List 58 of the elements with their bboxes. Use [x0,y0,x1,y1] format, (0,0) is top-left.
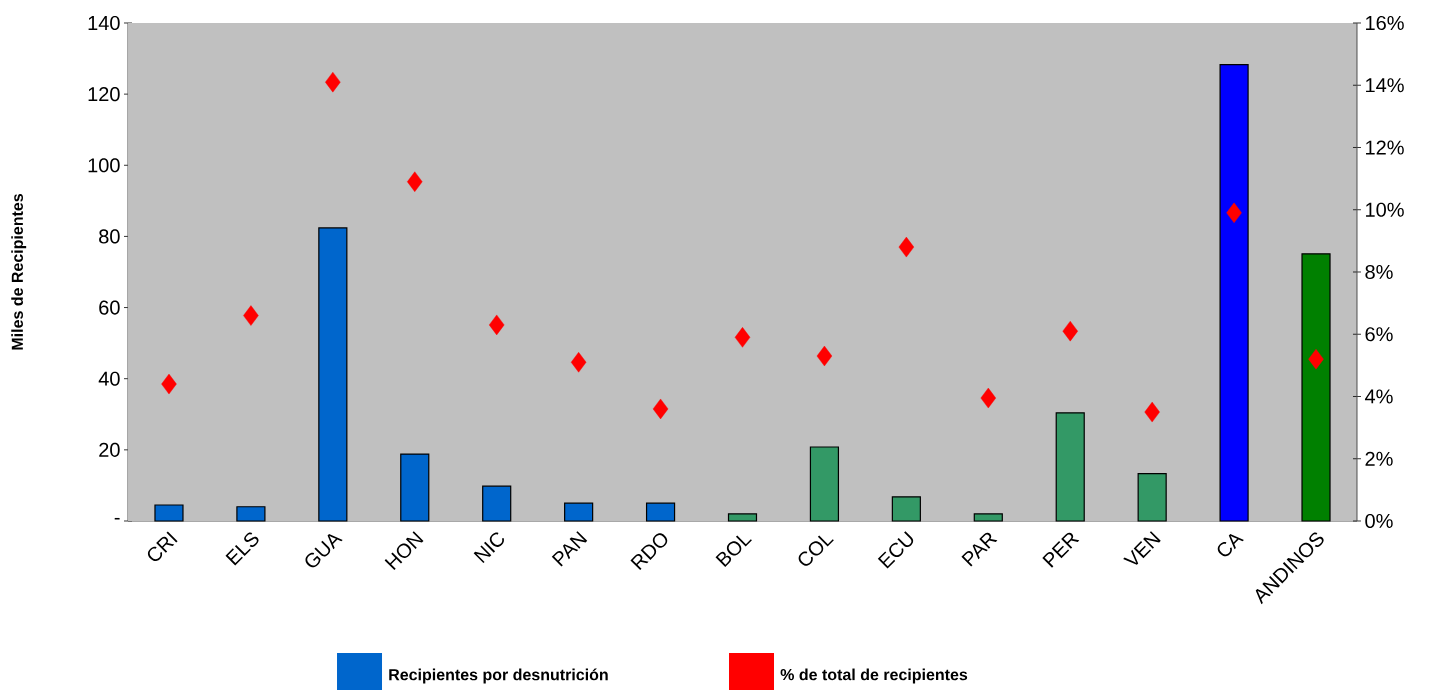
y-tick-label: 20 [99,442,120,457]
bar [1301,253,1331,522]
y2-tick-label: 12% [1366,140,1404,155]
bar [809,446,840,522]
y-tick-label: - [114,517,120,520]
y-tick-label: 100 [88,158,120,173]
bar [891,496,921,522]
y2-tick-label: 4% [1364,389,1393,404]
point [1226,202,1242,224]
point [734,327,751,348]
bar [564,502,594,522]
x-tick-label: NIC [473,532,504,564]
bar [318,227,348,522]
x-tick-label: BOL [715,535,752,567]
y-axis-title: Miles de Recipientes [11,193,27,350]
bar [727,513,758,522]
y-tick-label: 60 [99,300,120,315]
bar [236,506,266,522]
y-tick-label: 120 [88,87,120,102]
bar [1137,473,1167,522]
y-tick-label: 80 [99,229,120,244]
point [898,236,915,258]
y-tick-label: 140 [88,15,120,31]
point [489,314,505,336]
x-tick-label: GUA [305,534,343,568]
point [1062,320,1078,342]
point [980,387,996,409]
bar [1055,412,1085,522]
bar [973,513,1003,522]
y2-tick-label: 10% [1366,202,1404,217]
x-tick-label: ELS [225,532,259,566]
y2-tick-label: 16% [1366,15,1404,31]
y-tick-label: 40 [98,371,120,386]
bar [482,485,512,522]
bar [400,453,430,522]
legend-label: Recipientes por desnutrición [389,668,608,684]
legend-label: % de total de recipientes [780,668,968,684]
point [1144,401,1160,423]
x-tick-label: CA [1217,534,1244,557]
x-tick-label: COL [798,535,834,566]
point [407,171,423,192]
point [1308,348,1324,370]
point [652,398,669,420]
bar [154,504,184,522]
y2-tick-label: 14% [1366,78,1404,93]
point [816,345,833,367]
y2-tick-label: 6% [1365,327,1393,342]
y2-tick-label: 2% [1365,451,1393,466]
point [161,373,177,395]
bar [645,502,676,522]
point [325,71,341,93]
y2-tick-label: 0% [1365,513,1393,529]
bar [1219,64,1249,522]
x-tick-label: CRI [147,531,178,562]
x-tick-label: VEN [1123,531,1161,565]
y2-tick-label: 8% [1365,264,1393,280]
point [570,352,587,373]
point [243,305,259,326]
